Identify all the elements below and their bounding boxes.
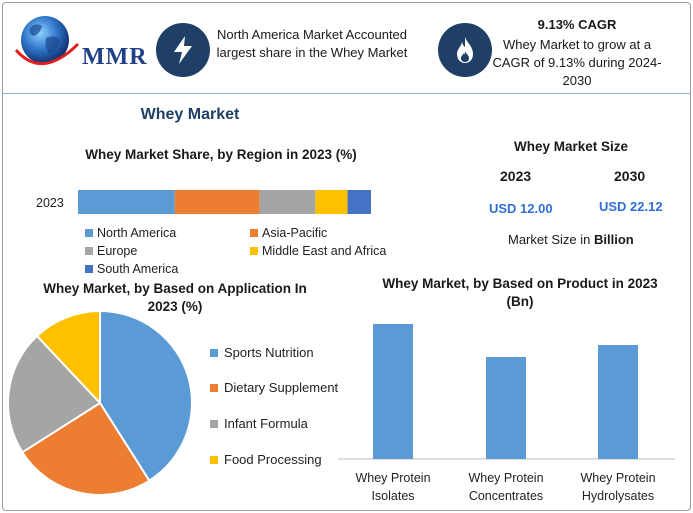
region-bar-segment-middle-east-and-africa bbox=[315, 190, 348, 214]
pie-slice-food-processing bbox=[35, 309, 101, 406]
north-america-note: North America Market Accounted largest s… bbox=[216, 27, 408, 60]
legend-label: Food Processing bbox=[224, 452, 322, 467]
product-tick-label: Whey Protein bbox=[468, 471, 543, 485]
fire-icon bbox=[438, 23, 492, 77]
legend-item-dietary-supplement: Dietary Supplement bbox=[210, 380, 338, 395]
legend-item-infant-formula: Infant Formula bbox=[210, 416, 308, 431]
legend-item-europe: Europe bbox=[85, 244, 137, 258]
legend-label: Infant Formula bbox=[224, 416, 308, 431]
legend-label: Sports Nutrition bbox=[224, 345, 314, 360]
product-tick-label: Concentrates bbox=[469, 489, 543, 503]
legend-label: Europe bbox=[97, 244, 138, 258]
market-size-title: Whey Market Size bbox=[513, 139, 629, 154]
market-size-value-2030: USD 22.12 bbox=[599, 199, 663, 214]
product-tick-label: Isolates bbox=[371, 489, 414, 503]
legend-label: Dietary Supplement bbox=[224, 380, 339, 395]
logo-text: MMR bbox=[82, 44, 148, 70]
legend-label: Middle East and Africa bbox=[262, 244, 387, 258]
product-bar-chart: Whey Protein Isolates Whey Protein Concentr… bbox=[338, 324, 675, 503]
region-bar-segment-asia-pacific bbox=[174, 190, 260, 214]
market-size-year-2030: 2030 bbox=[614, 168, 646, 184]
market-size-year-2023: 2023 bbox=[500, 168, 532, 184]
product-tick-label: Whey Protein bbox=[355, 471, 430, 485]
cagr-note: Whey Market to grow at a CAGR of 9.13% d… bbox=[492, 37, 662, 88]
legend-label: South America bbox=[97, 262, 179, 276]
globe-icon bbox=[14, 16, 80, 65]
pie-slice-infant-formula bbox=[7, 334, 102, 454]
market-size-unit-note: Market Size in Billion bbox=[508, 232, 634, 247]
market-size-unit: Billion bbox=[593, 232, 634, 247]
region-bar-segment-south-america bbox=[347, 190, 371, 214]
legend-swatch bbox=[250, 247, 258, 255]
legend-item-north-america: North America bbox=[85, 226, 176, 240]
region-category-label: 2023 bbox=[36, 196, 64, 210]
legend-swatch bbox=[85, 247, 93, 255]
page-title: Whey Market bbox=[140, 106, 240, 123]
cagr-title: 9.13% CAGR bbox=[537, 17, 617, 32]
header-divider bbox=[2, 93, 691, 94]
region-chart-title: Whey Market Share, by Region in 2023 (%) bbox=[85, 147, 357, 162]
legend-swatch bbox=[210, 455, 218, 464]
pie-slice-dietary-supplement bbox=[20, 401, 151, 496]
legend-swatch bbox=[85, 265, 93, 273]
legend-item-asia-pacific: Asia-Pacific bbox=[250, 226, 327, 240]
legend-item-sports-nutrition: Sports Nutrition bbox=[210, 345, 314, 360]
mmr-logo: MMR bbox=[12, 10, 147, 76]
region-stacked-bar-chart: 2023 bbox=[36, 190, 371, 214]
legend-swatch bbox=[250, 229, 258, 237]
legend-item-south-america: South America bbox=[85, 262, 178, 276]
product-bar-whey-protein-hydrolysates bbox=[598, 345, 638, 459]
application-pie-chart bbox=[7, 309, 193, 496]
market-size-unit-prefix: Market Size in bbox=[508, 232, 594, 247]
market-size-value-2023: USD 12.00 bbox=[489, 201, 553, 216]
legend-label: Asia-Pacific bbox=[262, 226, 328, 240]
region-bar-segment-europe bbox=[259, 190, 316, 214]
legend-item-middle-east-and-africa: Middle East and Africa bbox=[250, 244, 386, 258]
lightning-icon bbox=[156, 23, 210, 77]
product-tick-label: Hydrolysates bbox=[582, 489, 654, 503]
product-bar-whey-protein-concentrates bbox=[486, 357, 526, 459]
product-chart-title: Whey Market, by Based on Product in 2023… bbox=[382, 276, 658, 309]
legend-swatch bbox=[210, 419, 218, 428]
legend-swatch bbox=[210, 348, 218, 357]
legend-swatch bbox=[85, 229, 93, 237]
region-bar-segment-north-america bbox=[78, 190, 175, 214]
legend-item-food-processing: Food Processing bbox=[210, 452, 322, 467]
product-tick-label: Whey Protein bbox=[580, 471, 655, 485]
legend-swatch bbox=[210, 383, 218, 392]
legend-label: North America bbox=[97, 226, 177, 240]
product-bar-whey-protein-isolates bbox=[373, 324, 413, 459]
application-chart-title: Whey Market, by Based on Application In … bbox=[43, 281, 307, 314]
